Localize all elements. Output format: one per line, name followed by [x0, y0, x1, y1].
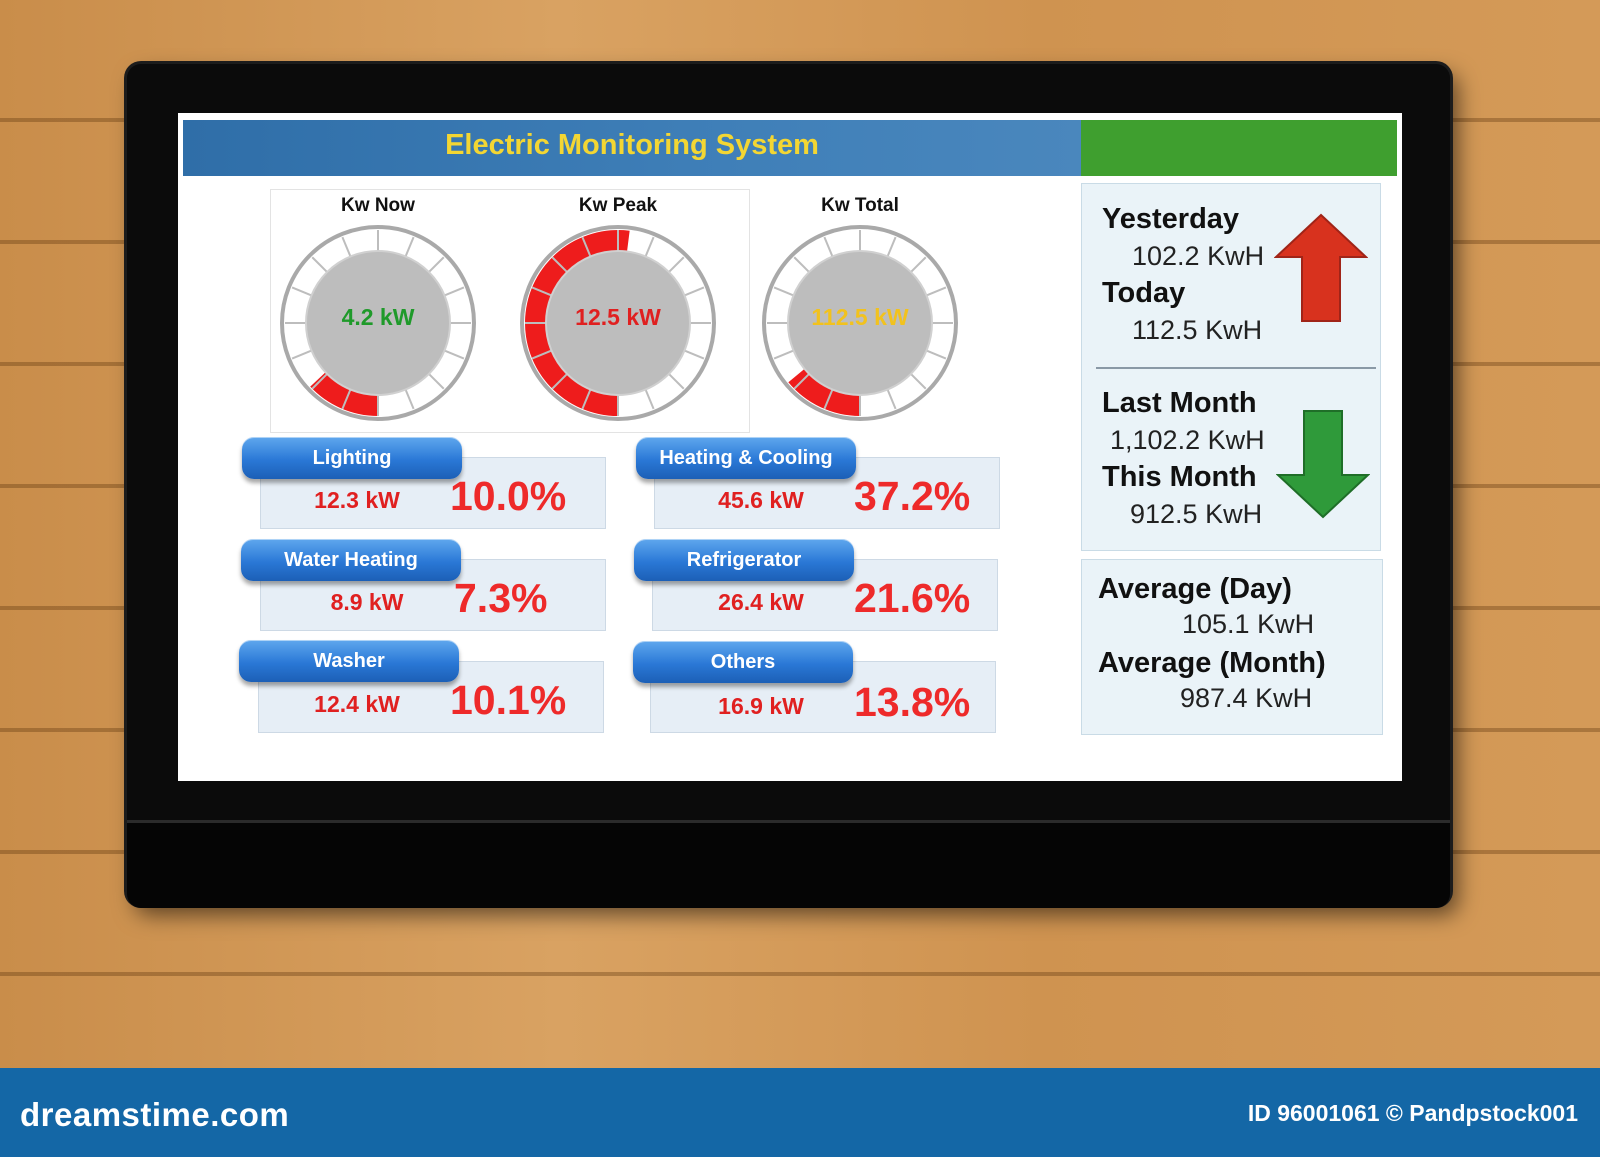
lighting-kw: 12.3 kW	[314, 487, 400, 513]
gauge-tick	[341, 389, 352, 410]
heating-cooling-kw: 45.6 kW	[718, 487, 804, 513]
gauge-center	[305, 250, 451, 396]
gauge-tick	[531, 286, 552, 297]
gauge-tick	[404, 236, 415, 257]
gauge-tick	[444, 286, 465, 297]
average-month-label: Average (Month)	[1098, 647, 1326, 679]
gauge-tick	[668, 373, 685, 390]
gauge-fill-arc	[525, 230, 630, 416]
gauge-center	[787, 250, 933, 396]
others-button[interactable]: Others	[633, 641, 853, 683]
tv-bottom-bezel	[127, 820, 1450, 908]
this-month-label: This Month	[1102, 461, 1257, 493]
footer-id: ID 96001061 © Pandpstock001	[1247, 1100, 1578, 1126]
today-label: Today	[1102, 277, 1186, 309]
gauge-now	[280, 225, 476, 421]
gauge-tick	[926, 286, 947, 297]
gauge-tick	[581, 389, 592, 410]
refrigerator-kw: 26.4 kW	[718, 589, 804, 615]
gauge-value-now: 4.2 kW	[341, 304, 415, 330]
heating-cooling-button[interactable]: Heating & Cooling	[636, 437, 856, 479]
lighting-button[interactable]: Lighting	[242, 437, 462, 479]
gauge-tick	[910, 373, 927, 390]
gauge-tick	[311, 373, 328, 390]
heating-cooling-percent: 37.2%	[854, 473, 971, 519]
refrigerator-percent: 21.6%	[854, 575, 971, 621]
average-day-value: 105.1 KwH	[1182, 609, 1315, 639]
gauge-label-now: Kw Now	[341, 195, 415, 216]
gauge-tick	[644, 236, 655, 257]
others-percent: 13.8%	[854, 679, 971, 725]
gauge-tick	[668, 256, 685, 273]
gauge-center	[545, 250, 691, 396]
gauge-fill-arc	[788, 368, 860, 416]
gauge-tick	[793, 256, 810, 273]
gauge-tick	[581, 236, 592, 257]
arrow-down-icon	[1276, 410, 1370, 519]
gauge-tick	[793, 373, 810, 390]
arrow-up-icon	[1274, 213, 1368, 322]
gauge-fill-arc	[310, 372, 378, 416]
panel-divider	[1096, 367, 1376, 369]
lighting-percent: 10.0%	[450, 473, 567, 519]
washer-kw: 12.4 kW	[314, 691, 400, 717]
last-month-value: 1,102.2 KwH	[1110, 425, 1265, 455]
refrigerator-button[interactable]: Refrigerator	[634, 539, 854, 581]
gauge-tick	[428, 256, 445, 273]
last-month-label: Last Month	[1102, 387, 1257, 419]
gauge-total	[762, 225, 958, 421]
washer-percent: 10.1%	[450, 677, 567, 723]
average-month-value: 987.4 KwH	[1180, 683, 1313, 713]
gauge-label-total: Kw Total	[821, 195, 899, 216]
gauge-tick	[773, 286, 794, 297]
gauge-tick	[773, 349, 794, 360]
water-heating-percent: 7.3%	[454, 575, 548, 621]
gauge-tick	[684, 349, 705, 360]
gauge-tick	[291, 349, 312, 360]
averages-panel	[1081, 559, 1383, 735]
gauge-tick	[291, 286, 312, 297]
gauge-tick	[823, 236, 834, 257]
washer-button[interactable]: Washer	[239, 640, 459, 682]
gauge-tick	[444, 349, 465, 360]
gauge-label-peak: Kw Peak	[578, 195, 658, 216]
gauge-tick	[428, 373, 445, 390]
gauge-tick	[886, 389, 897, 410]
gauge-tick	[823, 389, 834, 410]
yesterday-label: Yesterday	[1102, 203, 1240, 235]
gauge-tick	[551, 256, 568, 273]
gauge-peak	[520, 225, 716, 421]
gauge-tick	[531, 349, 552, 360]
gauge-tick	[311, 256, 328, 273]
today-value: 112.5 KwH	[1132, 315, 1263, 345]
gauge-tick	[341, 236, 352, 257]
dashboard-screen: Electric Monitoring System Kw Now 4.2 kW…	[178, 113, 1402, 781]
page-title: Electric Monitoring System	[445, 129, 819, 161]
others-kw: 16.9 kW	[718, 693, 804, 719]
average-day-label: Average (Day)	[1098, 573, 1292, 605]
gauge-tick	[644, 389, 655, 410]
yesterday-value: 102.2 KwH	[1132, 241, 1265, 271]
gauge-value-total: 112.5 kW	[811, 304, 909, 330]
gauge-tick	[404, 389, 415, 410]
footer-logo: dreamstime.com	[20, 1096, 290, 1133]
water-heating-button[interactable]: Water Heating	[241, 539, 461, 581]
this-month-value: 912.5 KwH	[1130, 499, 1263, 529]
water-heating-kw: 8.9 kW	[330, 589, 404, 615]
gauge-tick	[551, 373, 568, 390]
gauge-tick	[886, 236, 897, 257]
gauge-tick	[910, 256, 927, 273]
gauge-tick	[926, 349, 947, 360]
title-bar: Electric Monitoring System	[183, 120, 1081, 176]
gauge-tick	[684, 286, 705, 297]
footer-bar	[0, 1068, 1600, 1157]
gauge-value-peak: 12.5 kW	[575, 304, 661, 330]
status-bar-green	[1081, 120, 1397, 176]
